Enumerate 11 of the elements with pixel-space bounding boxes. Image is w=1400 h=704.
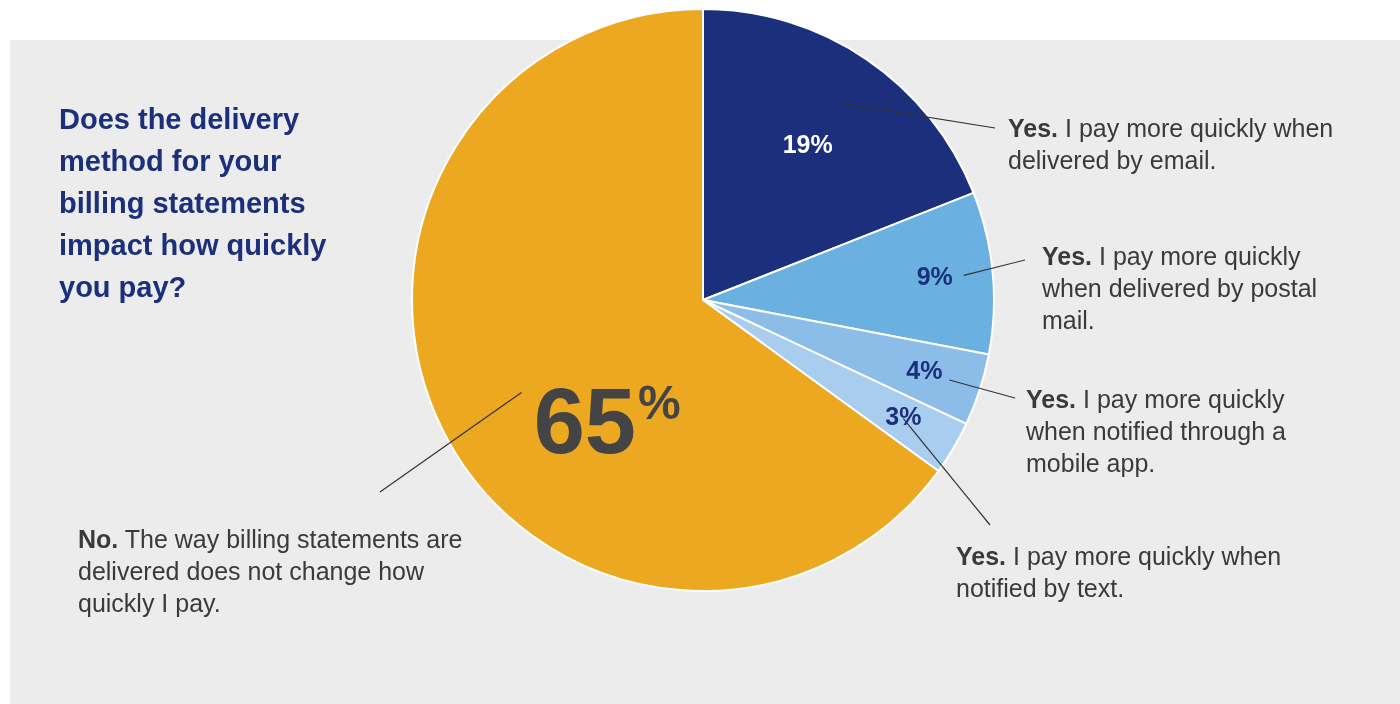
data-label: 19% bbox=[782, 129, 833, 158]
data-label: 65% bbox=[533, 369, 681, 472]
slice-label: Yes. I pay more quickly when notified by text. bbox=[956, 541, 1283, 604]
slice-label: No. The way billing statements are delivered does not change how quickly I pay. bbox=[78, 524, 464, 619]
slice-label: Yes. I pay more quickly when delivered by postal mail. bbox=[1042, 241, 1319, 336]
slice-label: Yes. I pay more quickly when notified through a mobile app. bbox=[1026, 384, 1287, 479]
data-label: 4% bbox=[906, 355, 943, 384]
data-label: 3% bbox=[885, 402, 922, 431]
text: Does the delivery method for your billing statements impact how quickly you pay? bbox=[59, 102, 328, 305]
data-label: 9% bbox=[916, 261, 953, 290]
slice-label: Yes. I pay more quickly when delivered by email. bbox=[1008, 113, 1335, 176]
